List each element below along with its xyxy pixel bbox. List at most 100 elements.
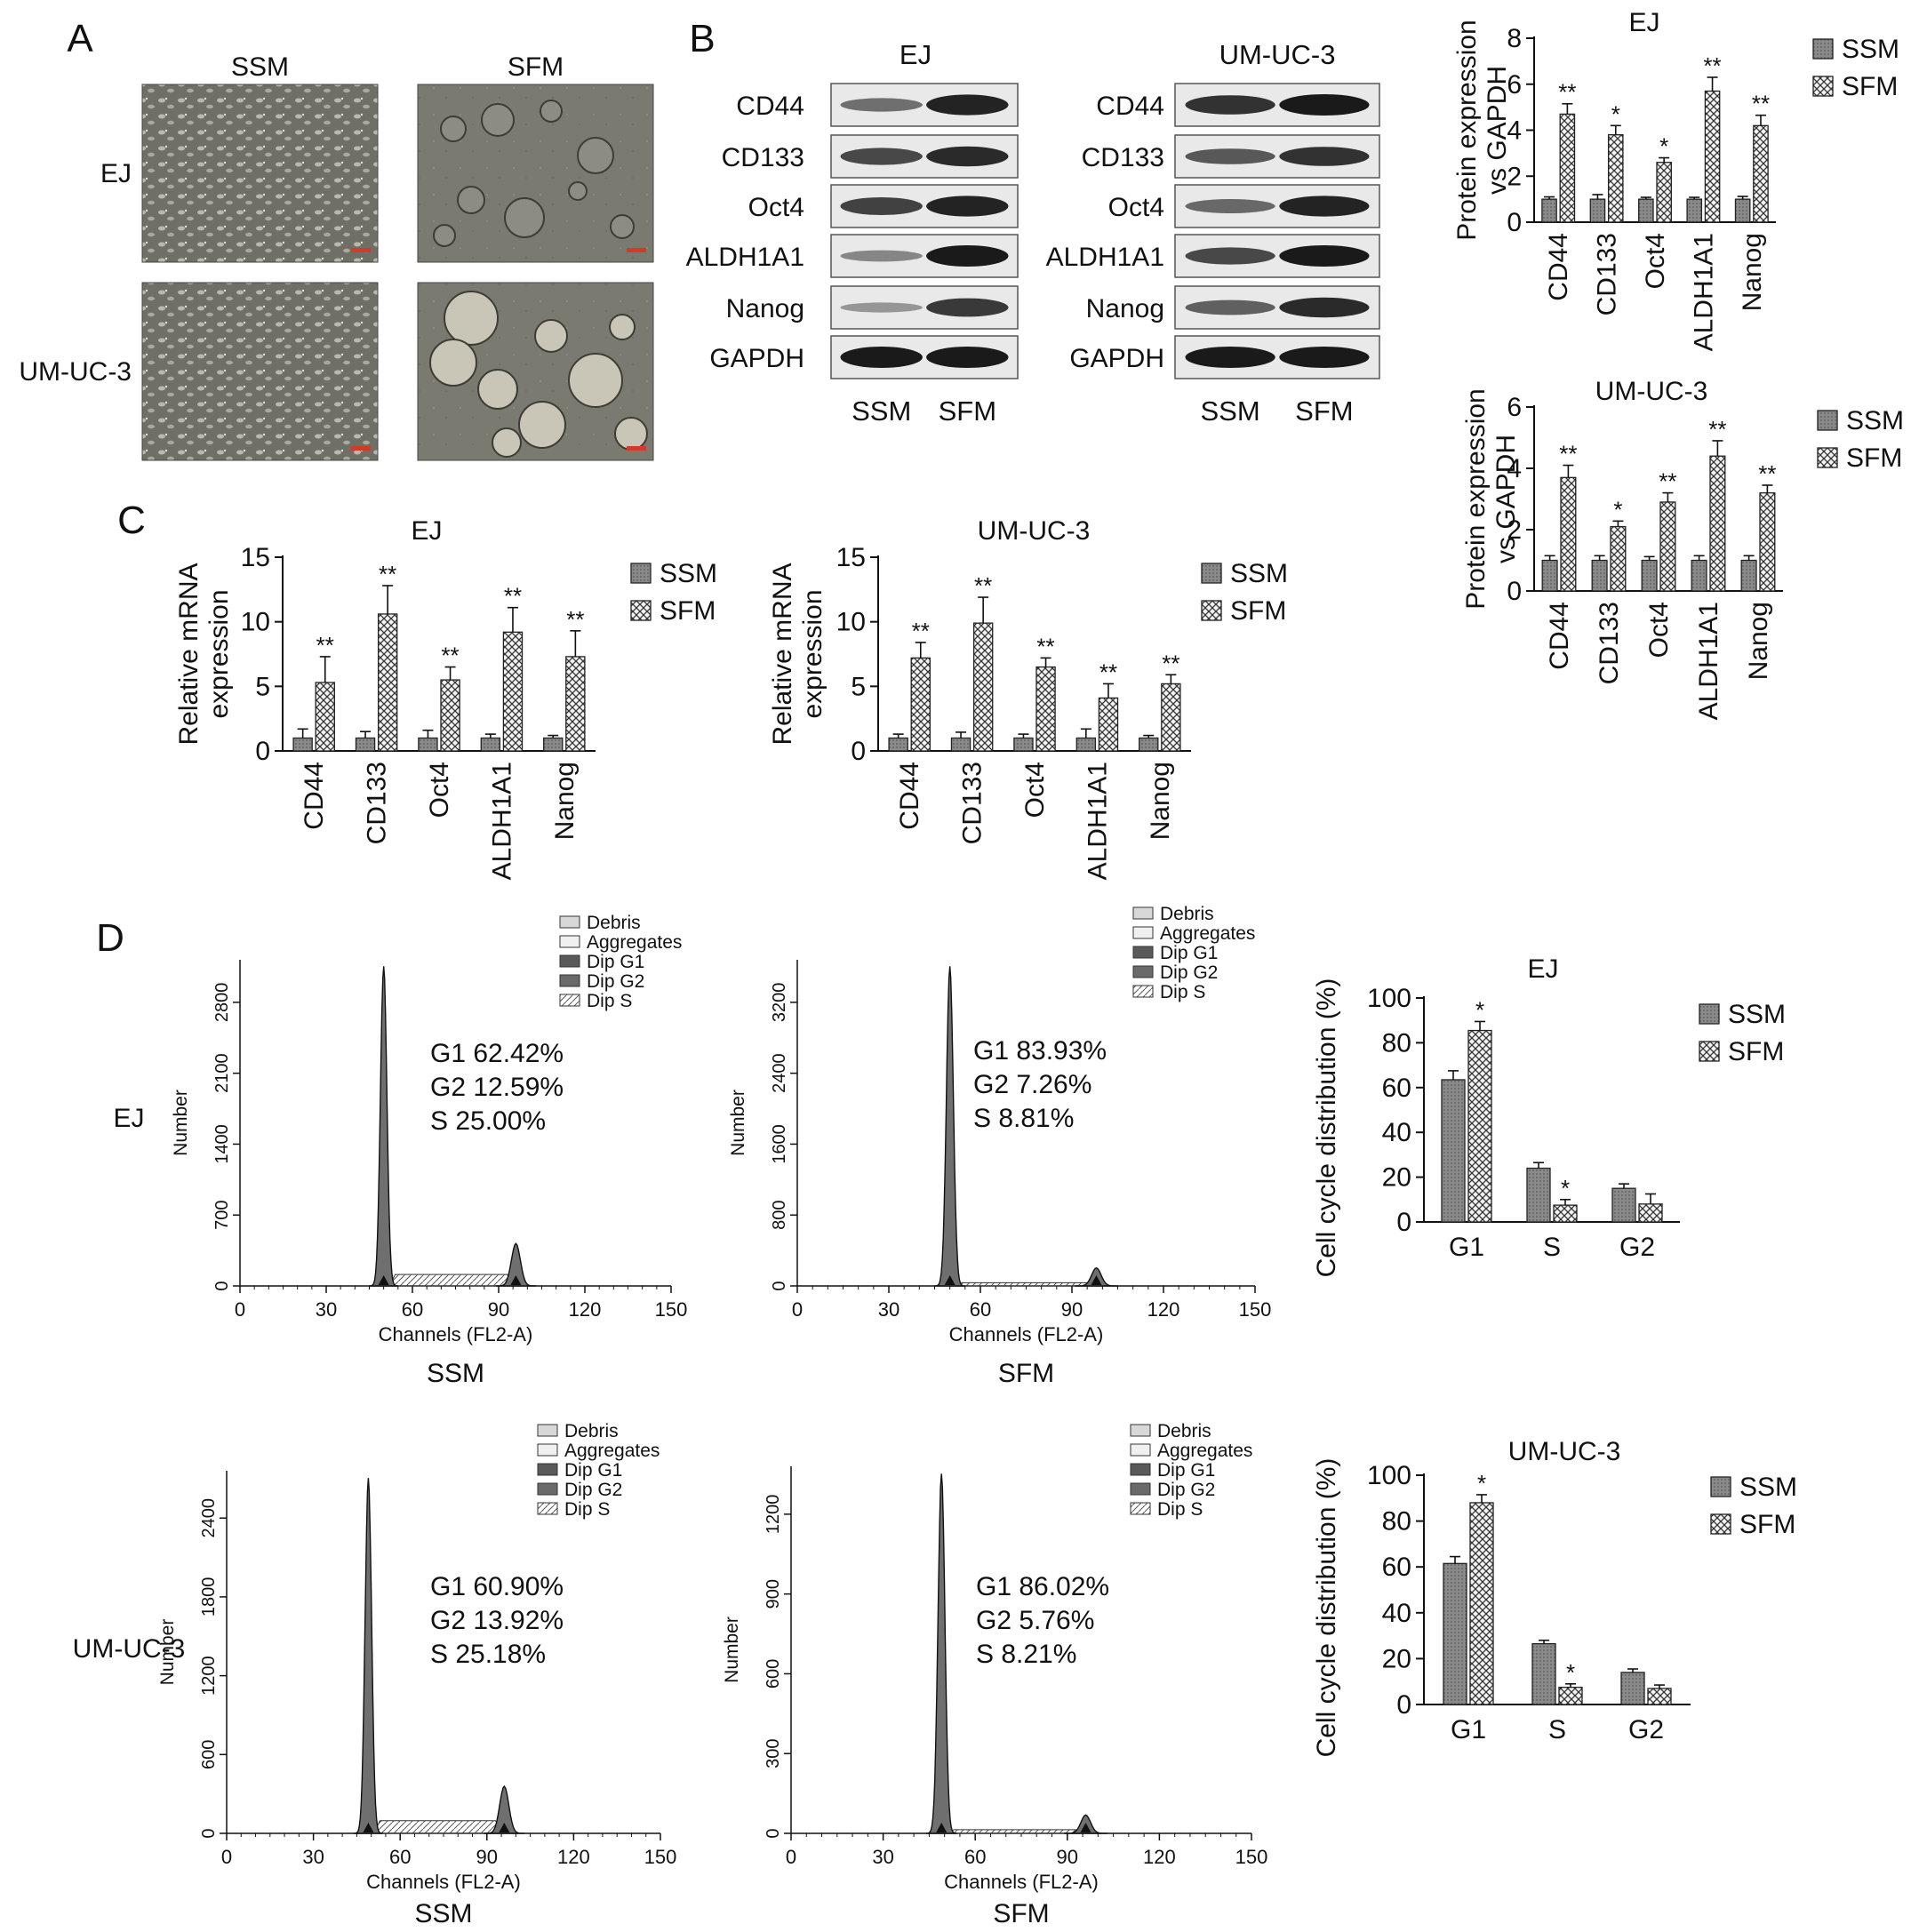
y-tick-label: 60 [1382,1074,1411,1103]
legend-swatch [1132,926,1154,939]
y-tick-label: 700 [212,1201,232,1230]
legend-label: Debris [1160,904,1214,924]
legend-label: SFM [660,596,716,626]
y-tick-label: 0 [1396,1690,1411,1720]
y-tick-label: 4 [1507,116,1522,146]
peak-marker [1080,1823,1091,1832]
significance-marker: ** [1758,460,1776,487]
y-tick-label: 20 [1382,1644,1411,1673]
y-tick-label: 2 [1507,162,1522,191]
x-tick-label: 0 [221,1846,232,1868]
bar-ssm [418,737,438,752]
bar-sfm [910,657,931,752]
row-label: UM-UC-3 [19,357,132,387]
bar-ssm [1620,1672,1645,1705]
legend-swatch-sfm [1699,1041,1720,1062]
legend-label: SFM [1230,596,1286,626]
legend-swatch-ssm [1812,38,1834,60]
legend-swatch-sfm [1710,1513,1731,1535]
bar-ssm [950,737,971,752]
phase-percentage: G2 5.76% [976,1606,1094,1635]
phase-percentage: S 8.81% [973,1104,1074,1133]
y-tick-label: 1400 [212,1124,232,1164]
bar-sfm [1035,666,1056,752]
y-axis-label: Relative mRNAexpression [768,563,828,745]
dip-g2-peak [484,1784,525,1834]
legend-label: Dip G2 [1157,1480,1215,1500]
legend-swatch [559,994,580,1007]
legend-swatch [1130,1424,1151,1437]
band [1279,196,1370,217]
legend-label: SSM [1739,1473,1797,1502]
x-axis-label: Channels (FL2-A) [949,1323,1104,1345]
bar-ssm [1611,1187,1636,1223]
bar-ssm [543,737,564,752]
band [1185,148,1275,164]
y-tick-label: 2400 [770,1053,789,1093]
legend-label: Dip G2 [587,971,644,992]
x-axis-label: Channels (FL2-A) [379,1323,533,1345]
condition-label: SSM [427,1359,484,1388]
y-tick-label: 0 [199,1828,219,1838]
legend-label: SFM [1728,1037,1784,1066]
x-tick-label: Oct4 [425,762,454,818]
y-tick-label: 2 [1507,515,1522,545]
x-tick-label: 120 [1143,1846,1176,1868]
y-tick-label: 0 [851,737,866,766]
significance-marker: ** [379,561,396,587]
sphere [568,353,623,408]
y-tick-label: 0 [770,1281,789,1290]
sphere [504,197,545,238]
micrograph [417,84,654,263]
flow-histogram: 0 30 60 90 120 150 0 800 1600 2400 3200 Number Chann… [728,904,1271,1388]
x-tick-label: CD44 [1545,602,1574,670]
legend-label: SFM [1842,72,1898,101]
lane-label: SSM [1201,395,1260,427]
x-tick-label: 30 [302,1846,324,1868]
dip-s-area [388,1273,514,1287]
bar-ssm [1641,559,1658,592]
x-tick-label: CD44 [300,762,329,830]
legend-swatch-sfm [1817,447,1838,468]
peak-marker [1091,1275,1102,1285]
sphere [518,401,566,449]
y-tick-label: 0 [255,737,270,766]
band [840,347,923,368]
row-label: UM-UC-3 [73,1634,186,1664]
phase-percentage: G2 12.59% [430,1073,564,1102]
bar-sfm [565,656,586,752]
lane-label: SFM [1295,395,1353,427]
y-tick-label: 60 [1382,1553,1411,1582]
x-tick-label: 0 [786,1846,796,1868]
phase-percentage: G1 60.90% [430,1572,564,1601]
scale-bar [627,248,646,252]
x-tick-label: CD133 [1593,233,1622,315]
condition-label: SFM [993,1899,1049,1928]
panel-letter-b: B [689,17,715,60]
x-tick-label: 90 [488,1298,509,1321]
x-tick-label: Oct4 [1020,762,1050,818]
legend-label: Aggregates [1157,1441,1252,1461]
micrograph-image [141,282,379,461]
y-tick-label: 1800 [199,1577,219,1617]
band-label: Nanog [1086,294,1164,323]
legend-label: Dip G1 [564,1460,622,1481]
bar-ssm [1013,737,1034,752]
y-axis-label: Protein expressionvs GAPDH [1461,388,1521,609]
band [840,98,923,112]
significance-marker: ** [1558,79,1576,106]
legend-label: SSM [660,559,717,588]
phase-percentage: G1 62.42% [430,1039,564,1068]
band [1185,247,1275,265]
legend-label: Dip G1 [1160,943,1218,963]
bar-sfm [1610,525,1627,592]
significance-marker: * [1477,1470,1486,1497]
x-tick-label: Nanog [1146,762,1175,840]
x-tick-label: 30 [316,1298,337,1321]
bar-ssm [1526,1167,1551,1223]
significance-marker: * [1566,1659,1575,1686]
x-tick-label: 120 [1147,1298,1180,1321]
significance-marker: ** [566,606,584,633]
significance-marker: ** [1659,468,1676,495]
bar-sfm [1161,683,1181,752]
